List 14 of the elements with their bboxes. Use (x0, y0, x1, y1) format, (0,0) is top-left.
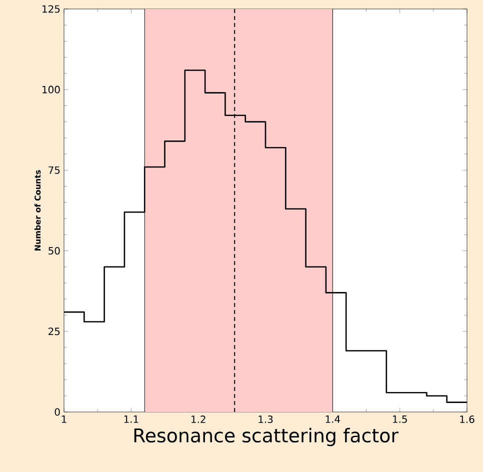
x-tick-label: 1.6 (460, 415, 474, 424)
y-tick-label: 50 (48, 247, 60, 255)
x-tick-label: 1.3 (258, 415, 273, 424)
y-tick-label: 100 (42, 86, 60, 94)
x-tick-label: 1.5 (393, 416, 407, 423)
y-tick-label: 0 (54, 408, 60, 416)
y-tick-label: 75 (48, 166, 60, 174)
y-tick-label: 125 (42, 5, 60, 13)
x-tick-label: 1.2 (192, 415, 206, 423)
x-tick-label: 1 (62, 416, 66, 423)
x-tick-label: 1.1 (124, 416, 138, 423)
x-axis-title: Resonance scattering factor (134, 428, 398, 446)
y-tick-label: 25 (48, 328, 60, 336)
x-tick-label: 1.4 (326, 416, 340, 423)
